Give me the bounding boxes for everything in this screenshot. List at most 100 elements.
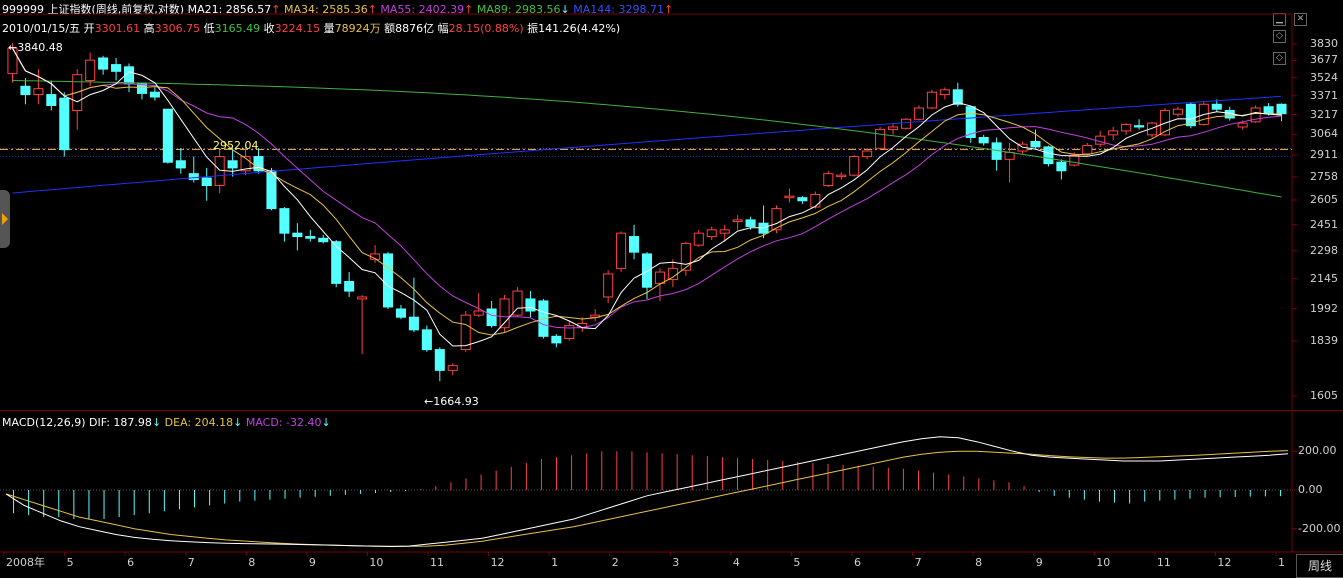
collapse-icon[interactable]: ◇ <box>1273 52 1286 65</box>
price-tick-label: 2911 <box>1310 148 1338 162</box>
arrow-up-icon: ↑ <box>271 3 281 16</box>
time-tick-label: 11 <box>1156 556 1171 569</box>
candle-body <box>85 59 96 81</box>
macd-value: MACD: -32.40 <box>245 416 322 429</box>
ma21-label: MA21: 2856.57 <box>187 3 272 16</box>
candle-body <box>1121 123 1132 132</box>
candle-body <box>447 365 458 371</box>
price-tick-label: 1839 <box>1310 333 1338 347</box>
period-button[interactable]: 周线 <box>1296 554 1343 578</box>
candle-body <box>784 195 795 199</box>
candle-body <box>111 64 122 72</box>
time-tick-label: 11 <box>430 556 444 569</box>
candle-body <box>266 170 277 210</box>
candle-body <box>875 129 886 149</box>
time-tick-label: 2008年 <box>6 556 45 569</box>
price-tick-label: 3677 <box>1310 53 1338 67</box>
price-tick-label: 3524 <box>1310 70 1338 84</box>
candle-body <box>745 219 756 227</box>
candle-body <box>525 298 536 312</box>
candle-body <box>1211 103 1222 110</box>
candle-body <box>499 298 510 329</box>
candle-body <box>227 160 238 169</box>
dif-line <box>5 436 1289 548</box>
candle-body <box>46 94 57 107</box>
macd-dif: DIF: 187.98 <box>89 416 152 429</box>
candle-body <box>551 335 562 344</box>
macd-header: MACD(12,26,9) DIF: 187.98↓ DEA: 204.18↓ … <box>2 416 331 429</box>
candle-body <box>693 232 704 246</box>
candle-body <box>771 208 782 231</box>
side-panel-toggle[interactable] <box>0 190 10 248</box>
candle-body <box>939 89 950 96</box>
candle-body <box>926 91 937 109</box>
candle-body <box>1069 154 1080 166</box>
candle-body <box>654 271 665 284</box>
macd-name: MACD(12,26,9) <box>2 416 86 429</box>
macd-tick-label: -200.00 <box>1298 521 1341 535</box>
candle-body <box>862 150 873 158</box>
amplitude-label: 振 <box>527 22 539 35</box>
candle-body <box>1043 146 1054 165</box>
candle-body <box>292 232 303 238</box>
candle-body <box>434 349 445 371</box>
time-tick-label: 10 <box>1096 556 1111 569</box>
volume-label: 量 <box>323 22 335 35</box>
candle-body <box>175 160 186 169</box>
time-tick-label: 1 <box>551 556 559 569</box>
candle-body <box>952 89 963 105</box>
amount-label: 额 <box>384 22 396 35</box>
candle-body <box>1030 141 1041 148</box>
time-tick-label: 9 <box>1035 556 1043 569</box>
close-value: 3224.15 <box>274 22 321 35</box>
quote-date: 2010/01/15/五 <box>2 22 81 35</box>
candle-body <box>344 280 355 292</box>
price-tick-label: 3064 <box>1310 127 1338 141</box>
price-tick-label: 1992 <box>1310 301 1338 315</box>
time-tick-label: 5 <box>66 556 74 569</box>
candle-body <box>20 85 31 96</box>
candle-body <box>797 197 808 202</box>
time-tick-label: 6 <box>127 556 135 569</box>
candle-body <box>149 91 160 98</box>
expand-icon[interactable]: ◇ <box>1273 30 1286 43</box>
arrow-up-icon: ↑ <box>663 3 674 16</box>
candle-body <box>201 177 212 186</box>
price-tick-label: 1605 <box>1310 389 1338 402</box>
volume-value: 78924万 <box>334 22 381 35</box>
time-tick-label: 3 <box>672 556 680 569</box>
ma89-line <box>12 80 1282 198</box>
candle-body <box>1263 106 1274 114</box>
candle-body <box>564 325 575 340</box>
low-label: 低 <box>203 22 215 35</box>
high-label: 高 <box>143 22 155 35</box>
candle-body <box>357 296 368 300</box>
candle-body <box>486 308 497 327</box>
candle-body <box>641 253 653 288</box>
candle-body <box>965 106 976 138</box>
candle-body <box>253 156 264 172</box>
level-annotation: 2952.04 <box>213 139 259 152</box>
macd-tick-label: 200.00 <box>1298 444 1337 458</box>
pane-separator <box>0 410 1343 411</box>
time-tick-label: 9 <box>308 556 316 569</box>
price-tick-label: 2605 <box>1310 192 1338 206</box>
ma89-label: MA89: 2983.56 <box>476 3 561 16</box>
price-tick-label: 3830 <box>1310 37 1338 50</box>
time-tick-label: 7 <box>914 556 922 569</box>
candle-body <box>1276 103 1287 115</box>
candle-body <box>1082 145 1093 155</box>
price-tick-label: 2298 <box>1310 243 1338 257</box>
candle-body <box>616 232 627 269</box>
high-annotation-label: 3840.48 <box>17 41 63 54</box>
candle-body <box>188 173 199 181</box>
amount-value: 8876亿 <box>395 22 435 35</box>
candle-body <box>59 97 70 151</box>
candle-body <box>629 236 640 253</box>
chart-header: 999999 上证指数(周线,前复权,对数) MA21: 2856.57↑ MA… <box>2 3 673 16</box>
close-icon[interactable]: ✕ <box>1294 13 1307 26</box>
candle-body <box>810 194 821 208</box>
candle-body <box>913 107 924 120</box>
time-tick-label: 2 <box>611 556 619 569</box>
ma34-line <box>12 47 1282 336</box>
